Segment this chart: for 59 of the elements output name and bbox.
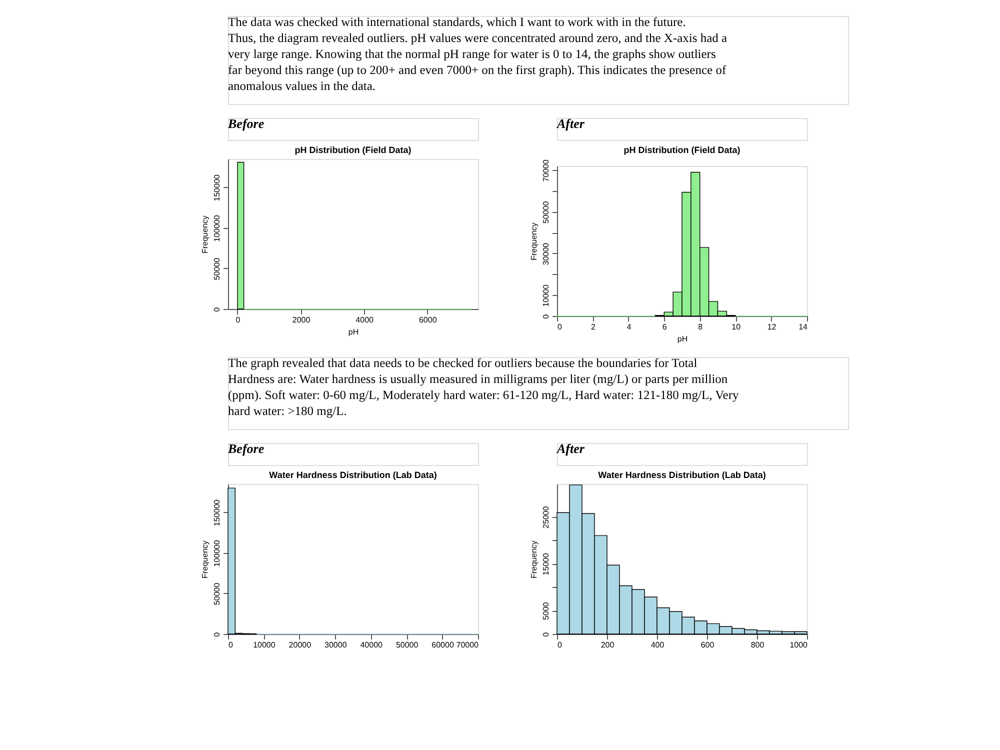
x-tick-label: 0 xyxy=(558,322,562,332)
x-tick-label: 0 xyxy=(236,316,241,324)
y-tick-label: 10000 xyxy=(542,284,550,307)
x-tick-label: 1000 xyxy=(790,640,808,650)
y-tick-label: 25000 xyxy=(542,506,550,528)
y-axis-title: Frequency xyxy=(200,216,210,254)
text: After xyxy=(556,116,586,131)
text: Before xyxy=(227,116,264,131)
y-tick-label: 100000 xyxy=(212,214,222,242)
text: Thus, the diagram revealed outliers. pH values were concentrated around zero, and the X-axis had a very large range. Knowing that the normal pH range for water is 0 to 14, the graphs show outliers far beyond this range (up to 200+ and even 7000+ on the first graph). This indicates the presence of anomalous values in the data. xyxy=(228,31,728,93)
y-tick-label: 5000 xyxy=(542,602,550,620)
x-tick-label: 6000 xyxy=(418,316,438,324)
x-tick-label: 40000 xyxy=(360,640,384,650)
x-tick-label: 0 xyxy=(558,640,562,650)
y-tick-label: 100000 xyxy=(212,540,222,567)
x-tick-label: 4 xyxy=(626,322,632,332)
chart-title: Water Hardness Distribution (Lab Data) xyxy=(598,470,766,480)
y-tick-label: 15000 xyxy=(542,552,550,576)
x-tick-label: 50000 xyxy=(396,640,419,650)
y-axis-title: Frequency xyxy=(530,222,538,260)
text: After xyxy=(556,441,586,456)
x-tick-label: 12 xyxy=(767,322,777,332)
x-tick-label: 6 xyxy=(662,322,668,332)
x-tick-label: 400 xyxy=(650,640,665,650)
x-tick-label: 70000 xyxy=(456,640,480,650)
y-tick-label: 0 xyxy=(542,632,550,637)
y-tick-label: 50000 xyxy=(542,200,550,224)
chart-title: Water Hardness Distribution (Lab Data) xyxy=(269,470,437,480)
y-tick-label: 50000 xyxy=(212,582,222,606)
x-tick-label: 200 xyxy=(600,640,615,650)
x-tick-label: 30000 xyxy=(324,640,348,650)
x-tick-label: 14 xyxy=(798,322,808,332)
x-tick-label: 20000 xyxy=(288,640,312,650)
x-tick-label: 2000 xyxy=(292,316,311,324)
y-tick-label: 0 xyxy=(212,632,222,637)
x-axis-title: pH xyxy=(348,328,359,336)
x-tick-label: 4000 xyxy=(356,316,374,324)
y-tick-label: 0 xyxy=(212,306,222,312)
x-tick-label: 60000 xyxy=(432,640,454,650)
x-tick-label: 8 xyxy=(698,322,704,332)
chart-title: pH Distribution (Field Data) xyxy=(624,145,740,156)
text: The graph revealed that data needs to be checked for outliers because the boundaries for Total Hardness are: Water hardness is usually measured in milligrams per liter (mg/L) or parts per million (ppm). Soft water: 0-60 mg/L, Moderately hard water: 61-120 mg/L, Hard water: 121-180 mg/L, Very hard water: >180 mg/L. xyxy=(228,356,740,418)
x-tick-label: 0 xyxy=(228,640,234,650)
x-tick-label: 10 xyxy=(732,322,742,332)
x-tick-label: 800 xyxy=(750,640,765,650)
x-tick-label: 10000 xyxy=(253,640,276,650)
y-tick-label: 30000 xyxy=(542,242,550,266)
y-tick-label: 50000 xyxy=(212,257,222,280)
y-tick-label: 150000 xyxy=(212,174,222,202)
y-axis-title: Frequency xyxy=(530,540,538,578)
y-tick-label: 150000 xyxy=(212,498,222,526)
y-tick-label: 70000 xyxy=(542,158,550,182)
y-axis-title: Frequency xyxy=(200,540,210,578)
x-tick-label: 600 xyxy=(700,640,715,650)
x-axis-title: pH xyxy=(677,334,688,344)
text: The data was checked with international standards, which I want to work with in the future. xyxy=(228,15,686,29)
text: Before xyxy=(227,441,264,456)
x-tick-label: 2 xyxy=(590,322,596,332)
chart-title: pH Distribution (Field Data) xyxy=(294,145,412,155)
